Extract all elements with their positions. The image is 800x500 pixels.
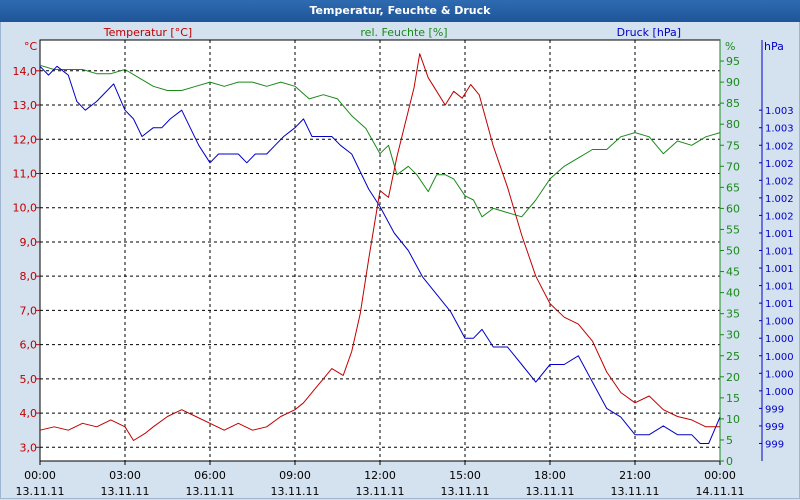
x-tick-label-date: 13.11.11 [611,485,660,498]
y-left-tick-label: 7,0 [20,304,38,317]
chart-title: Temperatur, Feuchte & Druck [0,0,800,22]
y-left-tick-label: 5,0 [20,373,38,386]
y-right-tick-label-humidity: 30 [726,329,740,342]
x-tick-label-date: 13.11.11 [356,485,405,498]
y-right-tick-label-pressure: 1.002 [765,194,794,205]
y-right-tick-label-pressure: 1.000 [765,334,794,345]
y-left-tick-label: 8,0 [20,270,38,283]
y-right-tick-label-humidity: 25 [726,350,740,363]
y-right-tick-label-humidity: 10 [726,413,740,426]
x-tick-label-time: 03:00 [109,469,141,482]
x-tick-label-time: 15:00 [449,469,481,482]
axis-title-temperature: Temperatur [°C] [103,26,192,39]
y-right-tick-label-pressure: 1.002 [765,141,794,152]
y-right-tick-label-pressure: 1.003 [765,106,794,117]
y-right-tick-label-humidity: 90 [726,76,740,89]
series-line-temperature [39,53,720,441]
y-right-tick-label-pressure: 1.001 [765,229,794,240]
y-left-tick-label: 9,0 [20,236,38,249]
x-tick-label-date: 13.11.11 [16,485,65,498]
x-tick-label-date: 13.11.11 [186,485,235,498]
x-tick-label-time: 21:00 [619,469,651,482]
y-right-tick-label-pressure: 999 [765,404,784,415]
y-right-tick-label-humidity: 15 [726,392,740,405]
x-tick-label-date: 13.11.11 [271,485,320,498]
x-tick-label-date: 13.11.11 [526,485,575,498]
y-right-tick-label-humidity: 40 [726,287,740,300]
y-right-tick-label-pressure: 1.000 [765,352,794,363]
y-right-tick-label-humidity: 60 [726,202,740,215]
y-right-tick-label-humidity: 95 [726,55,740,68]
y-right-tick-label-humidity: 80 [726,118,740,131]
x-tick-label-time: 18:00 [534,469,566,482]
y-right-tick-label-humidity: 20 [726,371,740,384]
x-tick-label-date: 14.11.11 [696,485,745,498]
y-right-tick-label-pressure: 1.000 [765,369,794,380]
series-line-humidity [39,64,721,218]
y-right-tick-label-humidity: 0 [726,455,733,468]
y-right-tick-label-pressure: 1.001 [765,282,794,293]
y-right-tick-label-humidity: 55 [726,223,740,236]
series-line-pressure [39,65,721,444]
x-tick-label-time: 00:00 [24,469,56,482]
y-left-tick-label: 4,0 [20,407,38,420]
y-left-tick-label: 12,0 [13,133,38,146]
y-right-tick-label-humidity: 45 [726,266,740,279]
y-left-tick-label: 6,0 [20,339,38,352]
y-right-tick-label-humidity: 5 [726,434,733,447]
y-left-tick-label: 3,0 [20,441,38,454]
x-tick-label-time: 12:00 [364,469,396,482]
x-tick-label-date: 13.11.11 [101,485,150,498]
axis-title-pressure: Druck [hPa] [617,26,681,39]
y-right-unit-humidity: % [725,40,735,53]
y-right-tick-label-humidity: 70 [726,160,740,173]
x-tick-label-time: 06:00 [194,469,226,482]
y-left-unit: °C [24,40,38,53]
y-right-tick-label-pressure: 1.001 [765,247,794,258]
axis-title-humidity: rel. Feuchte [%] [360,26,447,39]
y-left-tick-label: 13,0 [13,99,38,112]
y-right-tick-label-humidity: 85 [726,97,740,110]
y-right-tick-label-pressure: 1.002 [765,159,794,170]
y-right-tick-label-pressure: 999 [765,439,784,450]
y-right-tick-label-pressure: 1.003 [765,124,794,135]
y-right-tick-label-humidity: 35 [726,308,740,321]
x-tick-label-time: 09:00 [279,469,311,482]
y-right-tick-label-pressure: 1.000 [765,317,794,328]
y-right-tick-label-pressure: 1.000 [765,387,794,398]
y-right-tick-label-pressure: 1.001 [765,299,794,310]
y-right-tick-label-humidity: 75 [726,139,740,152]
y-left-tick-label: 11,0 [13,167,38,180]
y-right-tick-label-pressure: 1.001 [765,264,794,275]
y-left-tick-label: 14,0 [13,65,38,78]
y-right-tick-label-pressure: 1.002 [765,211,794,222]
y-right-tick-label-pressure: 1.002 [765,176,794,187]
y-right-tick-label-humidity: 50 [726,245,740,258]
y-right-tick-label-humidity: 65 [726,181,740,194]
y-right-tick-label-pressure: 999 [765,422,784,433]
x-tick-label-time: 00:00 [704,469,736,482]
y-left-tick-label: 10,0 [13,202,38,215]
y-right-unit-pressure: hPa [764,40,784,53]
x-tick-label-date: 13.11.11 [441,485,490,498]
